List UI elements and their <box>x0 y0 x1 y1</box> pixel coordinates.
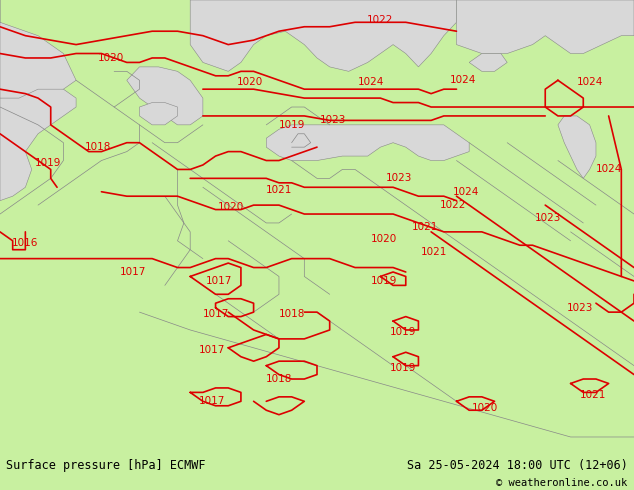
Text: © weatheronline.co.uk: © weatheronline.co.uk <box>496 478 628 488</box>
Text: 1019: 1019 <box>389 363 416 373</box>
Polygon shape <box>558 116 596 178</box>
Text: 1020: 1020 <box>237 77 264 88</box>
Text: 1024: 1024 <box>358 77 384 88</box>
Text: Sa 25-05-2024 18:00 UTC (12+06): Sa 25-05-2024 18:00 UTC (12+06) <box>407 459 628 472</box>
Text: 1024: 1024 <box>450 75 476 85</box>
Text: 1021: 1021 <box>421 247 448 257</box>
Text: 1023: 1023 <box>535 214 562 223</box>
Text: Surface pressure [hPa] ECMWF: Surface pressure [hPa] ECMWF <box>6 459 206 472</box>
Polygon shape <box>266 125 469 161</box>
Text: 1024: 1024 <box>576 77 603 88</box>
Polygon shape <box>0 0 76 107</box>
Polygon shape <box>469 53 507 72</box>
Text: 1019: 1019 <box>278 120 305 130</box>
Text: 1016: 1016 <box>12 238 39 248</box>
Polygon shape <box>139 102 178 125</box>
Text: 1023: 1023 <box>567 303 593 313</box>
Polygon shape <box>0 89 76 201</box>
Text: 1022: 1022 <box>367 15 394 25</box>
Polygon shape <box>127 67 203 125</box>
Text: 1018: 1018 <box>278 309 305 319</box>
Polygon shape <box>190 0 456 72</box>
Text: 1020: 1020 <box>472 403 498 413</box>
Polygon shape <box>456 0 634 53</box>
Text: 1020: 1020 <box>218 202 245 212</box>
Text: 1022: 1022 <box>440 200 467 210</box>
Text: 1024: 1024 <box>595 165 622 174</box>
Text: 1024: 1024 <box>453 187 479 197</box>
Text: 1023: 1023 <box>320 115 346 125</box>
Text: 1017: 1017 <box>205 276 232 286</box>
Text: 1018: 1018 <box>85 142 112 152</box>
Text: 1020: 1020 <box>98 53 124 63</box>
Text: 1019: 1019 <box>389 327 416 337</box>
Text: 1021: 1021 <box>266 185 292 195</box>
Text: 1021: 1021 <box>411 222 438 232</box>
Text: 1020: 1020 <box>370 234 397 244</box>
Text: 1017: 1017 <box>199 345 226 355</box>
Text: 1019: 1019 <box>34 158 61 168</box>
Text: 1017: 1017 <box>199 396 226 406</box>
Text: 1018: 1018 <box>266 374 292 384</box>
Text: 1017: 1017 <box>202 309 229 319</box>
Text: 1019: 1019 <box>370 276 397 286</box>
Text: 1023: 1023 <box>386 173 413 183</box>
Text: 1017: 1017 <box>120 267 146 277</box>
Text: 1021: 1021 <box>579 390 606 400</box>
